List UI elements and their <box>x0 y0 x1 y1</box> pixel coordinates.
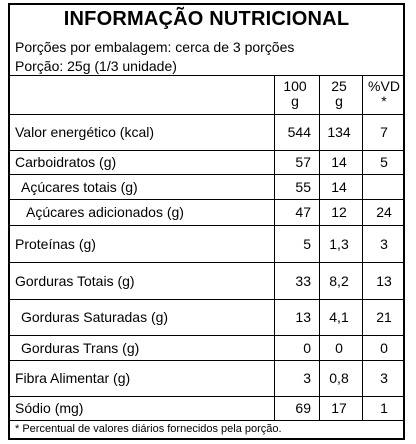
nutrient-name: Açúcares totais (g) <box>21 178 138 195</box>
value-per-25g: 12 <box>331 204 347 220</box>
column-divider <box>319 75 320 420</box>
row-divider <box>10 150 403 151</box>
value-per-25g: 0,8 <box>329 370 349 386</box>
value-daily-percent: 3 <box>380 235 388 252</box>
row-divider <box>10 396 403 397</box>
row-divider <box>10 360 403 361</box>
value-per-100g: 0 <box>303 339 311 356</box>
nutrient-name: Valor energético (kcal) <box>15 124 155 140</box>
value-daily-percent: 13 <box>376 272 392 289</box>
nutrient-name: Açúcares adicionados (g) <box>26 204 184 220</box>
value-daily-percent: 0 <box>380 339 388 356</box>
value-daily-percent: 1 <box>380 399 388 416</box>
value-per-25g: 14 <box>331 154 347 170</box>
row-divider <box>10 174 403 175</box>
row-divider <box>10 199 403 200</box>
row-divider <box>10 225 403 226</box>
row-divider <box>10 420 403 421</box>
header-per-100g: 100 g <box>283 78 307 109</box>
value-per-100g: 33 <box>295 272 311 289</box>
value-per-25g: 8,2 <box>329 272 349 289</box>
column-divider <box>362 75 363 420</box>
value-daily-percent: 5 <box>380 154 388 170</box>
row-divider <box>10 262 403 263</box>
value-per-100g: 55 <box>295 178 311 195</box>
nutrition-facts-label: INFORMAÇÃO NUTRICIONAL Porções por embal… <box>8 3 405 440</box>
value-per-25g: 14 <box>331 178 347 195</box>
nutrient-name: Gorduras Totais (g) <box>15 272 135 289</box>
value-per-25g: 0 <box>335 339 343 356</box>
row-divider <box>10 335 403 336</box>
row-divider <box>10 299 403 300</box>
footnote: * Percentual de valores diários fornecid… <box>15 423 282 435</box>
value-per-25g: 134 <box>327 124 351 140</box>
value-per-100g: 57 <box>295 154 311 170</box>
row-divider <box>10 75 403 76</box>
label-title: INFORMAÇÃO NUTRICIONAL <box>63 8 350 30</box>
serving-size: Porção: 25g (1/3 unidade) <box>15 58 177 74</box>
value-per-100g: 47 <box>295 204 311 220</box>
value-daily-percent: 3 <box>380 370 388 386</box>
nutrient-name: Fibra Alimentar (g) <box>15 370 131 386</box>
value-per-100g: 544 <box>287 124 311 140</box>
header-daily-value: %VD * <box>368 78 400 109</box>
column-divider <box>274 75 275 420</box>
nutrient-name: Gorduras Saturadas (g) <box>21 309 169 325</box>
row-divider <box>10 114 403 115</box>
value-daily-percent <box>364 175 404 199</box>
header-per-25g: 25 g <box>331 78 347 109</box>
value-per-25g: 4,1 <box>329 309 349 325</box>
value-daily-percent: 21 <box>376 309 392 325</box>
nutrient-name: Sódio (mg) <box>15 399 84 416</box>
servings-per-package: Porções por embalagem: cerca de 3 porçõe… <box>15 39 295 55</box>
value-per-25g: 17 <box>331 399 347 416</box>
value-per-25g: 1,3 <box>329 235 349 252</box>
nutrient-name: Carboidratos (g) <box>15 154 117 170</box>
value-daily-percent: 7 <box>380 124 388 140</box>
value-per-100g: 69 <box>295 399 311 416</box>
value-daily-percent: 24 <box>376 204 392 220</box>
nutrient-name: Gorduras Trans (g) <box>21 339 140 356</box>
value-per-100g: 5 <box>303 235 311 252</box>
value-per-100g: 3 <box>303 370 311 386</box>
value-per-100g: 13 <box>295 309 311 325</box>
nutrient-name: Proteínas (g) <box>15 235 96 252</box>
